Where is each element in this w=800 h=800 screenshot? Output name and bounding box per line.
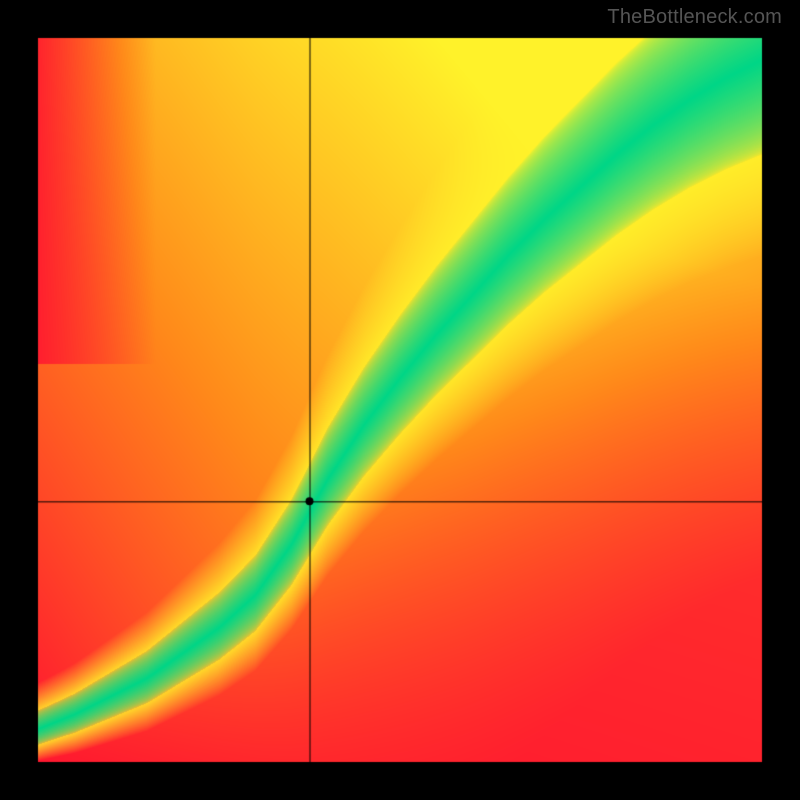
watermark-text: TheBottleneck.com bbox=[607, 6, 782, 29]
heatmap-canvas bbox=[0, 0, 800, 800]
chart-container: TheBottleneck.com bbox=[0, 0, 800, 800]
